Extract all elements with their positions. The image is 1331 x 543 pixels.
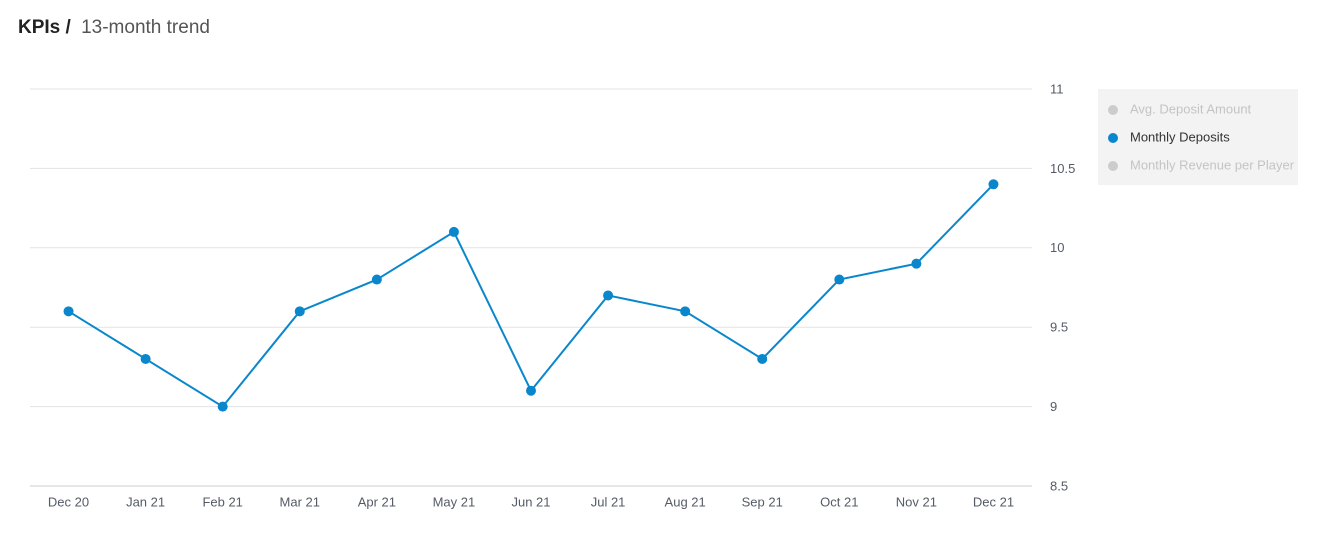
x-tick-label: Feb 21 — [202, 494, 242, 509]
series-line — [68, 183, 995, 408]
data-point — [680, 306, 691, 317]
data-point — [834, 274, 845, 285]
legend-label[interactable]: Avg. Deposit Amount — [1130, 101, 1252, 116]
data-point — [911, 258, 922, 269]
legend-marker[interactable] — [1108, 105, 1118, 115]
legend-box — [1098, 89, 1298, 185]
chart-subtitle: 13-month trend — [81, 17, 210, 38]
data-point — [448, 226, 459, 237]
legend-label[interactable]: Monthly Deposits — [1130, 129, 1230, 144]
x-tick-label: Jul 21 — [591, 494, 626, 509]
data-point — [988, 179, 999, 190]
y-tick-label: 10 — [1050, 240, 1064, 255]
x-tick-label: May 21 — [433, 494, 476, 509]
data-point — [63, 306, 74, 317]
data-point — [603, 290, 614, 301]
data-point — [371, 274, 382, 285]
x-tick-label: Dec 21 — [973, 494, 1014, 509]
legend-marker[interactable] — [1108, 161, 1118, 171]
y-tick-label: 10.5 — [1050, 161, 1075, 176]
x-tick-label: Nov 21 — [896, 494, 937, 509]
x-tick-label: Aug 21 — [665, 494, 706, 509]
x-tick-label: Dec 20 — [48, 494, 89, 509]
data-point — [217, 401, 228, 412]
chart-heading: KPIs / 13-month trend — [18, 17, 210, 38]
x-tick-label: Jan 21 — [126, 494, 165, 509]
y-tick-label: 9 — [1050, 399, 1057, 414]
legend-label[interactable]: Monthly Revenue per Player — [1130, 157, 1295, 172]
data-point — [140, 353, 151, 364]
x-tick-label: Sep 21 — [742, 494, 783, 509]
x-tick-label: Apr 21 — [358, 494, 396, 509]
data-point — [294, 306, 305, 317]
y-tick-label: 11 — [1050, 81, 1064, 96]
y-tick-label: 8.5 — [1050, 478, 1068, 493]
y-tick-label: 9.5 — [1050, 320, 1068, 335]
x-tick-label: Oct 21 — [820, 494, 858, 509]
x-tick-label: Mar 21 — [280, 494, 320, 509]
legend-marker[interactable] — [1108, 133, 1118, 143]
chart-title: KPIs / — [18, 17, 72, 38]
data-point — [526, 385, 536, 396]
data-point — [757, 353, 768, 364]
x-tick-label: Jun 21 — [511, 494, 550, 509]
